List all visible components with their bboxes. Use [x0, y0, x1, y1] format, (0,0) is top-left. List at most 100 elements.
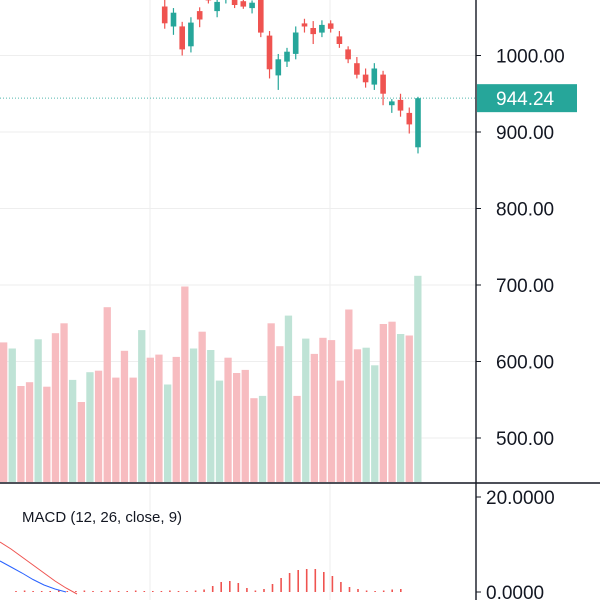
volume-bar [327, 340, 336, 482]
volume-bar [310, 353, 318, 482]
volume-bar [8, 348, 16, 482]
volume-bar [233, 373, 241, 482]
volume-bar [0, 342, 8, 482]
candle-body [292, 32, 299, 54]
candle [301, 18, 308, 33]
price-tick-label: 500.00 [496, 429, 554, 450]
signal-line [0, 541, 78, 595]
candle [161, 0, 168, 29]
candle [225, 0, 227, 4]
price-tick-label: 900.00 [496, 123, 554, 144]
volume-bar [258, 395, 267, 482]
candle-body [170, 12, 177, 27]
candle-body [301, 23, 308, 27]
macd-indicator [0, 541, 402, 595]
candle-body [371, 68, 378, 85]
volume-bar [388, 321, 396, 482]
candle-body [161, 6, 168, 24]
candle [205, 0, 212, 4]
candle [284, 47, 290, 67]
candle [389, 99, 395, 113]
candle [188, 17, 194, 53]
volume-bar [284, 315, 293, 482]
candle-body [415, 98, 421, 148]
candle-body [362, 74, 369, 83]
volume-bar [319, 337, 327, 482]
price-tick-label: 1000.00 [496, 47, 565, 68]
candle [196, 7, 203, 28]
volume-bar [120, 350, 129, 482]
candle [371, 63, 378, 90]
candle [397, 93, 404, 117]
volume-bar [172, 356, 180, 482]
volume-bar [189, 348, 198, 482]
volume-bar [103, 307, 111, 482]
candles [0, 0, 476, 154]
volume-bar [250, 398, 258, 482]
volume-bar [293, 395, 301, 482]
candle-body [275, 59, 282, 76]
macd-title: MACD (12, 26, close, 9) [22, 509, 182, 526]
candle [406, 107, 413, 134]
candle [249, 0, 255, 14]
candle-body [240, 1, 247, 7]
volume-bar [302, 338, 310, 482]
volume-bar [77, 402, 85, 482]
volume-bar [25, 382, 34, 482]
candle [179, 21, 185, 56]
candle [214, 0, 220, 18]
candle-body [266, 35, 273, 70]
volume-bar [276, 346, 284, 482]
volume-bar [379, 324, 387, 482]
candle [415, 96, 421, 154]
volume-bar [215, 380, 224, 482]
price-tick-label: 700.00 [496, 276, 554, 297]
last-price-badge-bg [477, 84, 577, 113]
macd-tick-label: 0.0000 [486, 583, 544, 600]
candle-body [380, 74, 386, 94]
candle-body [249, 2, 255, 9]
candle-body [319, 24, 325, 33]
volume-bar [112, 377, 120, 482]
volume-bar [146, 357, 154, 482]
candle-body [354, 63, 360, 75]
volume-bar [198, 331, 206, 482]
candle-body [406, 112, 413, 125]
volume-bar [164, 384, 172, 482]
candle [327, 20, 334, 33]
candle-body [284, 51, 290, 62]
candle [310, 21, 316, 45]
candle [170, 8, 177, 35]
volume-bar [94, 370, 103, 482]
volume-bar [241, 369, 249, 482]
last-price-label: 944.24 [496, 89, 555, 110]
volume-bar [336, 380, 344, 482]
candle-body [327, 23, 334, 29]
candle [380, 70, 386, 106]
volume-bar [267, 323, 275, 483]
candle-body [345, 49, 351, 60]
candle-body [179, 26, 185, 50]
candle [345, 46, 351, 64]
volume-bar [397, 334, 405, 482]
volume-bar [207, 350, 215, 482]
volume-bar [69, 379, 77, 482]
candle-body [258, 0, 264, 33]
volume-bar [51, 333, 60, 482]
candle [336, 31, 343, 48]
volume-bar [181, 286, 189, 482]
volume-bar [224, 357, 232, 482]
price-tick-label: 800.00 [496, 200, 554, 221]
candle-body [397, 99, 404, 111]
candle [319, 20, 325, 38]
macd-tick-label: 20.0000 [486, 488, 555, 509]
volume-bar [371, 365, 379, 482]
volume-bar [353, 349, 362, 482]
macd-line [0, 560, 67, 593]
volume-bar [405, 335, 413, 482]
candle-body [231, 0, 238, 5]
candle [275, 53, 282, 90]
volume-bar [362, 347, 370, 482]
